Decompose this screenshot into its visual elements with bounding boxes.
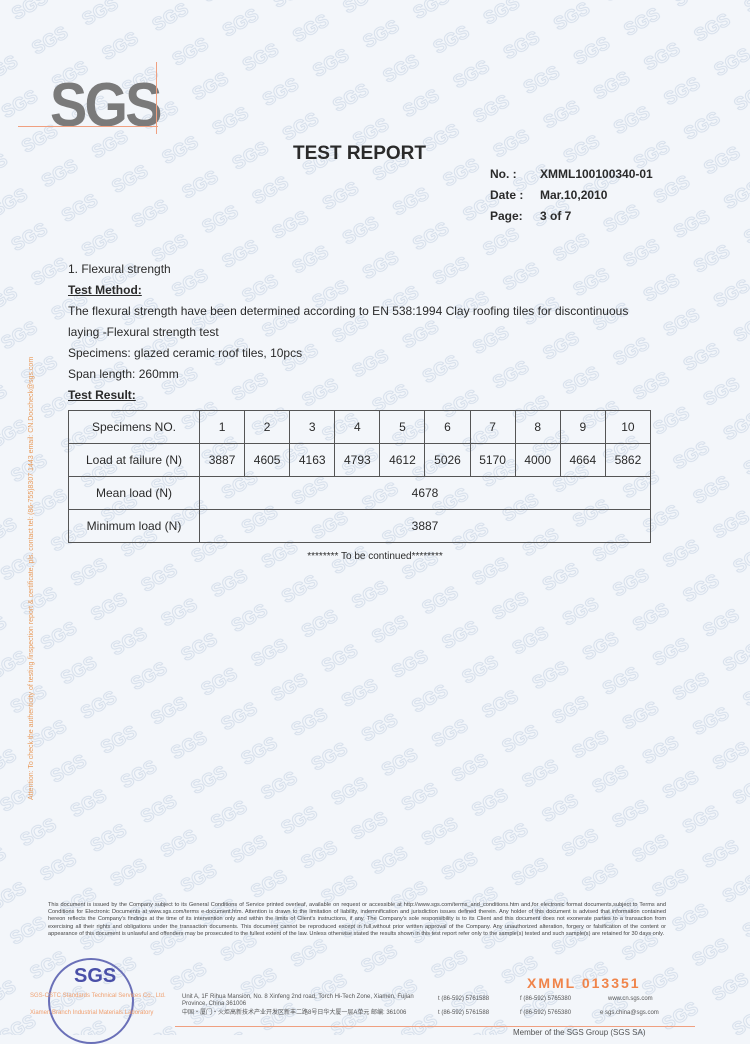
specimen-number: 2 — [244, 410, 291, 444]
load-value: 4793 — [334, 443, 381, 477]
logo-divider — [156, 62, 157, 134]
test-method-label: Test Method: — [68, 283, 142, 297]
min-value: 3887 — [199, 509, 651, 543]
specimen-number: 6 — [424, 410, 471, 444]
row-header: Specimens NO. — [68, 410, 200, 444]
continued-note: ******** To be continued******** — [307, 551, 443, 562]
specimen-number: 5 — [379, 410, 426, 444]
specimen-number: 8 — [514, 410, 561, 444]
load-value: 3887 — [198, 443, 246, 477]
disclaimer: This document is issued by the Company s… — [48, 902, 666, 937]
load-value: 4605 — [244, 443, 291, 477]
specimen-number: 3 — [289, 410, 336, 444]
test-result-label: Test Result: — [68, 388, 136, 402]
telephone: t (86-592) 5761588 — [438, 996, 490, 1002]
specimen-number: 10 — [604, 410, 652, 444]
member-note: Member of the SGS Group (SGS SA) — [513, 1028, 646, 1037]
company-name: SGS-CSTC Standards Technical Services Co… — [30, 993, 166, 999]
page-number: Page: 3 of 7 — [490, 209, 572, 223]
company-branch: Xiamen Branch Industrial Materials Labor… — [30, 1010, 154, 1016]
report-number: No. : XMML100100340-01 — [490, 167, 653, 181]
page-title: TEST REPORT — [293, 143, 427, 164]
load-value: 4664 — [559, 443, 606, 477]
table-row: Specimens NO. 1 2 3 4 5 6 7 8 9 10 — [68, 410, 652, 444]
table-row: Minimum load (N) 3887 — [68, 509, 651, 543]
specimen-number: 9 — [559, 410, 606, 444]
method-text: laying -Flexural strength test — [68, 325, 219, 339]
span-text: Span length: 260mm — [68, 367, 179, 381]
results-table: Specimens NO. 1 2 3 4 5 6 7 8 9 10 Load at failure… — [68, 410, 652, 543]
load-value: 5862 — [604, 443, 652, 477]
load-value: 5026 — [424, 443, 471, 477]
table-row: Mean load (N) 4678 — [68, 476, 651, 510]
footer-divider — [175, 1026, 695, 1027]
address-en: Unit A, 1F Rihua Mansion, No. 8 Xinfeng … — [182, 994, 414, 1007]
section-heading: 1. Flexural strength — [68, 262, 171, 276]
fax: f (86-592) 5765380 — [520, 1010, 572, 1016]
load-value: 4000 — [514, 443, 561, 477]
specimens-text: Specimens: glazed ceramic roof tiles, 10… — [68, 346, 303, 360]
load-value: 5170 — [469, 443, 516, 477]
email-link[interactable]: e sgs.china@sgs.com — [600, 1010, 659, 1016]
row-header: Load at failure (N) — [68, 443, 200, 477]
specimen-number: 7 — [469, 410, 516, 444]
address-cn: 中国・厦门・火炬高新技术产业开发区新丰二路8号日华大厦一层A单元 邮编: 361… — [182, 1010, 407, 1016]
report-date: Date : Mar.10,2010 — [490, 188, 608, 202]
load-value: 4612 — [379, 443, 426, 477]
serial-number: XMML 013351 — [527, 975, 641, 991]
sgs-logo: SGS — [50, 71, 162, 140]
mean-value: 4678 — [199, 476, 651, 510]
table-row: Load at failure (N) 3887 4605 4163 4793 4612 5… — [68, 443, 652, 477]
method-text: The flexural strength have been determin… — [68, 304, 629, 318]
stamp-logo: SGS — [74, 965, 117, 987]
row-header: Mean load (N) — [68, 476, 200, 510]
website-link[interactable]: www.cn.sgs.com — [608, 996, 653, 1002]
load-value: 4163 — [289, 443, 336, 477]
authenticity-note: Attention: To check the authenticity of … — [28, 356, 35, 800]
logo-divider — [18, 126, 158, 127]
telephone: t (86-592) 5761588 — [438, 1010, 490, 1016]
specimen-number: 4 — [334, 410, 381, 444]
row-header: Minimum load (N) — [68, 509, 200, 543]
fax: f (86-592) 5765380 — [520, 996, 572, 1002]
specimen-number: 1 — [198, 410, 246, 444]
